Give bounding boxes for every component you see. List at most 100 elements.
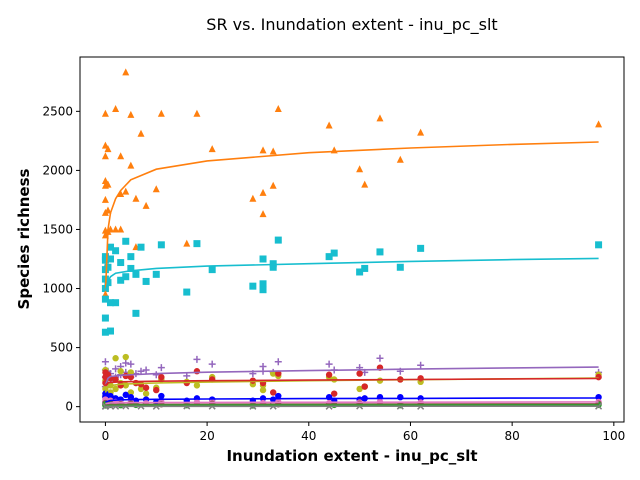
data-point-series-2 (208, 360, 216, 368)
data-point-series-2 (157, 364, 165, 372)
data-point-series-2 (376, 354, 384, 362)
x-tick-label: 0 (102, 429, 110, 443)
data-point-series-3 (259, 386, 267, 394)
data-point-series-0 (325, 121, 333, 129)
data-point-series-2 (325, 360, 333, 368)
data-point-series-4 (193, 368, 201, 375)
data-point-series-3 (117, 368, 124, 375)
data-point-series-4 (269, 389, 277, 396)
data-point-series-0 (208, 145, 216, 153)
data-point-series-5 (122, 391, 129, 399)
data-point-series-2 (183, 372, 191, 380)
y-tick-label: 2500 (42, 104, 73, 118)
data-point-series-0 (361, 180, 369, 188)
fit-line-series-0 (104, 141, 599, 295)
x-tick-label: 20 (199, 429, 214, 443)
fit-line-series-5 (105, 397, 599, 403)
data-point-series-1 (269, 260, 277, 268)
data-point-series-4 (275, 370, 282, 377)
data-point-series-3 (112, 355, 119, 362)
data-point-series-1 (101, 295, 109, 303)
data-point-series-4 (117, 382, 124, 389)
data-point-series-2 (122, 359, 130, 367)
data-point-series-1 (101, 256, 109, 264)
data-point-series-1 (259, 286, 267, 294)
data-point-series-0 (122, 187, 130, 195)
data-point-series-2 (101, 358, 109, 366)
data-point-series-4 (142, 384, 150, 391)
data-point-series-0 (127, 110, 135, 118)
y-tick-label: 500 (50, 341, 73, 355)
data-point-series-1 (152, 270, 160, 278)
data-point-series-4 (361, 383, 368, 390)
data-point-series-1 (122, 237, 130, 245)
data-point-series-0 (117, 190, 125, 198)
fit-line-series-6 (105, 401, 599, 405)
y-axis: 0 500 1000 1500 2000 2500 (42, 104, 80, 414)
data-point-series-0 (183, 239, 191, 247)
data-point-series-0 (101, 152, 109, 160)
data-point-series-0 (356, 165, 364, 173)
data-point-series-1 (595, 241, 603, 249)
data-point-series-0 (132, 194, 140, 202)
y-tick-label: 1000 (42, 282, 73, 296)
data-marks (101, 68, 603, 410)
data-point-series-1 (101, 314, 109, 322)
data-point-series-5 (275, 392, 282, 400)
data-point-series-1 (107, 327, 115, 335)
fit-lines (104, 141, 599, 408)
data-point-series-0 (112, 225, 120, 233)
data-point-series-0 (101, 195, 109, 203)
x-tick-label: 80 (505, 429, 520, 443)
data-point-series-0 (274, 104, 282, 112)
data-point-series-4 (356, 370, 363, 377)
data-point-series-3 (142, 390, 150, 397)
data-point-series-1 (132, 309, 140, 317)
chart-title: SR vs. Inundation extent - inu_pc_slt (206, 15, 497, 35)
data-point-series-3 (356, 385, 363, 393)
y-tick-label: 0 (65, 400, 73, 414)
data-point-series-1 (137, 243, 145, 251)
data-point-series-1 (127, 253, 135, 261)
data-point-series-1 (142, 277, 150, 285)
data-point-series-0 (157, 109, 165, 117)
data-point-series-1 (107, 255, 115, 263)
fit-line-series-4 (104, 377, 599, 386)
data-point-series-0 (137, 129, 145, 137)
data-point-series-5 (127, 393, 135, 401)
data-point-series-0 (259, 188, 267, 196)
data-point-series-4 (158, 373, 165, 381)
data-point-series-1 (101, 328, 109, 336)
data-point-series-0 (259, 210, 267, 218)
data-point-series-4 (153, 386, 160, 394)
y-tick-label: 2000 (42, 163, 73, 177)
data-point-series-1 (259, 280, 267, 288)
data-point-series-1 (376, 248, 384, 256)
data-point-series-1 (193, 240, 201, 248)
fit-line-series-1 (104, 257, 599, 292)
data-point-series-1 (249, 282, 257, 290)
data-point-series-0 (101, 109, 109, 117)
x-tick-label: 100 (602, 429, 625, 443)
data-point-series-0 (376, 114, 384, 122)
data-point-series-2 (112, 365, 120, 373)
data-point-series-1 (396, 263, 404, 271)
data-point-series-0 (127, 161, 135, 169)
data-point-series-1 (107, 243, 115, 251)
data-point-series-0 (396, 155, 404, 163)
data-point-series-1 (127, 264, 135, 272)
y-axis-label: Species richness (15, 168, 33, 309)
data-point-series-1 (183, 288, 191, 296)
data-point-series-1 (361, 264, 369, 272)
data-point-series-1 (104, 263, 112, 271)
data-point-series-0 (193, 109, 201, 117)
data-point-series-0 (104, 206, 112, 214)
data-point-series-4 (595, 373, 602, 381)
data-point-series-0 (107, 225, 115, 233)
data-point-series-0 (259, 146, 267, 154)
data-point-series-1 (417, 244, 425, 252)
data-point-series-0 (142, 201, 150, 209)
data-point-series-2 (127, 360, 135, 368)
data-point-series-0 (269, 147, 277, 155)
